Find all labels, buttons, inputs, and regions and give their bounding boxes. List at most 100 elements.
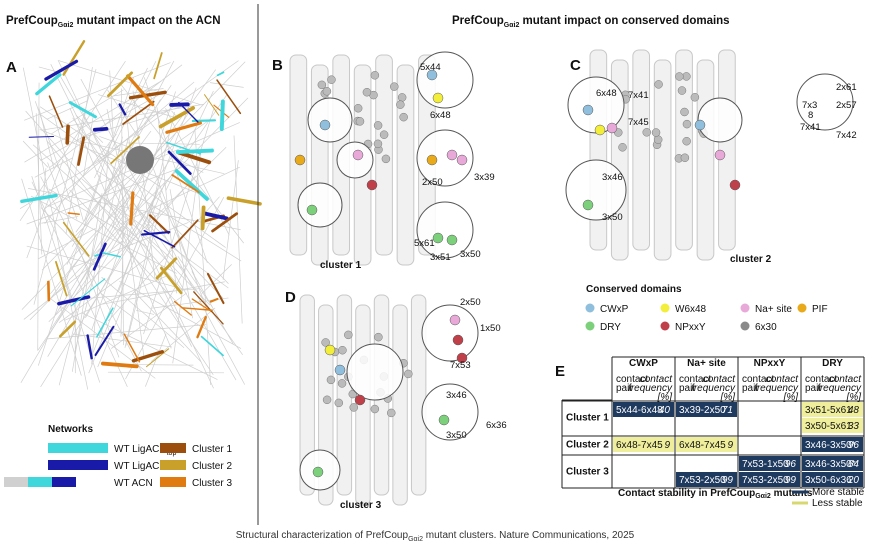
network-edge bbox=[38, 66, 59, 73]
network-edge bbox=[72, 117, 243, 356]
network-edge bbox=[148, 157, 207, 308]
table-caption: Contact stability in PrefCoupGαi2 mutant… bbox=[618, 488, 813, 500]
network-edge bbox=[123, 333, 141, 363]
network-edge bbox=[201, 264, 232, 294]
network-edge bbox=[69, 189, 179, 304]
zoom-circle bbox=[565, 159, 627, 221]
network-edge bbox=[46, 140, 134, 246]
title-subscript: Gαi2 bbox=[58, 22, 74, 29]
residue-label: 7x3 bbox=[802, 100, 817, 111]
network-edge bbox=[145, 333, 167, 387]
contact-frequency: 9 bbox=[664, 440, 670, 451]
network-edge bbox=[125, 197, 225, 380]
legend-swatch bbox=[48, 460, 108, 470]
network-edge bbox=[202, 211, 229, 221]
network-edge bbox=[43, 81, 195, 210]
legend-label: Cluster 3 bbox=[192, 478, 232, 489]
network-edge bbox=[70, 278, 106, 307]
network-edge bbox=[141, 231, 171, 236]
legend-swatch bbox=[48, 443, 108, 453]
title-subscript: Gαi2 bbox=[504, 22, 520, 29]
residue-label: 3x39 bbox=[474, 172, 495, 183]
residue-label: 6x48 bbox=[596, 88, 617, 99]
network-edge bbox=[69, 107, 172, 349]
network-edge bbox=[25, 110, 183, 291]
network-edge bbox=[126, 142, 200, 145]
contact-pair: 6x48-7x45 bbox=[679, 440, 726, 451]
network-edge bbox=[196, 315, 207, 339]
legend-swatch bbox=[740, 303, 750, 313]
subheader-text: contact bbox=[640, 374, 673, 385]
network-edge bbox=[53, 115, 84, 222]
table-cell bbox=[802, 437, 863, 452]
left-title: PrefCoupGαi2 mutant impact on the ACN bbox=[6, 15, 221, 29]
network-edge bbox=[58, 60, 214, 389]
network-edge bbox=[96, 170, 242, 262]
legend-text: WT LigACN bbox=[114, 444, 167, 455]
network-edge bbox=[166, 141, 202, 155]
column-header: DRY bbox=[822, 358, 843, 369]
residue-label: 1x50 bbox=[480, 323, 501, 334]
helix bbox=[392, 304, 408, 506]
column-header: NPxxY bbox=[754, 358, 786, 369]
subheader-pair: contact pair bbox=[616, 374, 648, 394]
network-edge bbox=[57, 295, 91, 306]
helix bbox=[410, 294, 427, 496]
network-edge bbox=[148, 214, 170, 235]
row-header: Cluster 3 bbox=[566, 467, 609, 478]
residue-label: 3x46 bbox=[446, 390, 467, 401]
atom bbox=[397, 93, 407, 102]
domain-atom bbox=[729, 179, 741, 191]
atom bbox=[682, 119, 692, 129]
subheader-frequency: contact frequency [%] bbox=[628, 374, 673, 403]
legend-swatch bbox=[160, 460, 186, 470]
subheader-frequency: contact frequency [%] bbox=[691, 374, 736, 403]
network-edge bbox=[122, 100, 155, 125]
legend-label: WT LigACN bbox=[114, 461, 167, 472]
contact-pair: 5x44-6x48 bbox=[616, 405, 663, 416]
network-edge bbox=[64, 275, 167, 321]
network-edge bbox=[200, 335, 224, 357]
subheader-frequency: contact frequency [%] bbox=[754, 374, 799, 403]
residue-label: 2x57 bbox=[836, 100, 857, 111]
network-edge bbox=[177, 256, 213, 307]
subheader-text: contact bbox=[742, 374, 774, 385]
network-edge bbox=[111, 60, 157, 150]
residue-label: 3x50 bbox=[602, 212, 623, 223]
legend-subscript: top bbox=[167, 450, 177, 457]
contact-frequency: 48 bbox=[848, 405, 860, 416]
contact-frequency: 9 bbox=[727, 440, 733, 451]
subheader-text: [%] bbox=[720, 392, 736, 403]
network-edge bbox=[177, 150, 212, 165]
helix bbox=[632, 49, 651, 251]
legend-label: 6x30 bbox=[755, 322, 777, 333]
contact-pair: 3x50-6x36 bbox=[805, 475, 852, 486]
subheader-text: contact bbox=[829, 374, 862, 385]
table-cell bbox=[676, 402, 737, 417]
atom bbox=[353, 103, 363, 113]
atom bbox=[370, 404, 380, 414]
legend-label: WT LigACNtop bbox=[114, 444, 176, 457]
network-edge bbox=[33, 68, 97, 305]
atom bbox=[322, 395, 332, 405]
network-edge bbox=[136, 309, 155, 315]
network-edge bbox=[62, 40, 86, 76]
subheader-text: pair bbox=[742, 383, 759, 394]
atom bbox=[370, 71, 380, 80]
caption-part: Contact stability in PrefCoup bbox=[618, 488, 755, 499]
legend-swatch bbox=[52, 477, 76, 487]
domain-atom bbox=[432, 232, 444, 244]
domain-atom bbox=[594, 124, 606, 136]
residue-label: 6x48 bbox=[430, 110, 451, 121]
cluster-label: cluster 2 bbox=[730, 254, 772, 265]
domain-atom bbox=[334, 364, 346, 376]
network-edge bbox=[203, 94, 220, 116]
network-edge bbox=[132, 90, 156, 279]
atom bbox=[396, 100, 405, 109]
atom bbox=[334, 398, 344, 408]
atom bbox=[326, 375, 336, 385]
network-edge bbox=[68, 101, 97, 119]
network-edge bbox=[216, 71, 225, 77]
network-edge bbox=[20, 193, 58, 204]
atom bbox=[374, 332, 383, 342]
